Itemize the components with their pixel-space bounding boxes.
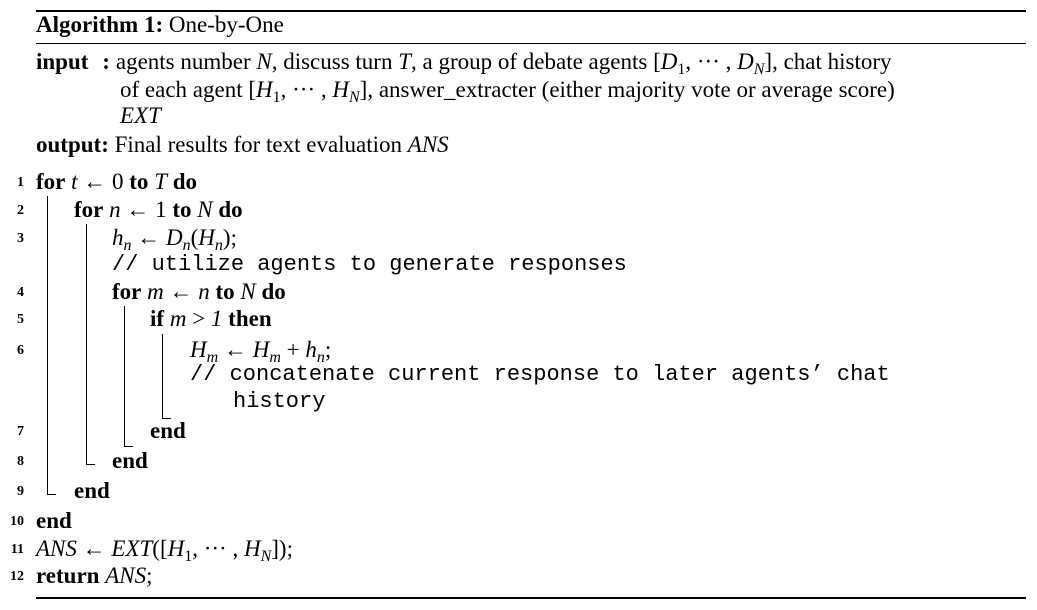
- comment-concatenate-cont: history: [233, 389, 326, 414]
- line-number: 9: [17, 484, 24, 499]
- agents-list: [D1, ··· , DN]: [653, 49, 773, 78]
- code-line-2: for n ← 1 to N do: [74, 197, 243, 222]
- code-line-7: end: [150, 418, 186, 443]
- code-line-8: end: [112, 448, 148, 473]
- caption-rule: [36, 43, 1026, 44]
- input-keyword: input: [36, 49, 89, 74]
- input-separator: :: [102, 49, 110, 74]
- code-line-10: end: [36, 508, 72, 533]
- code-line-9: end: [74, 478, 110, 503]
- input-line-3: EXT: [120, 103, 161, 128]
- line-number: 5: [17, 312, 24, 327]
- code-line-3: hn ← Dn(Hn);: [112, 225, 237, 254]
- code-line-4: for m ← n to N do: [112, 279, 286, 304]
- bottom-rule: [36, 597, 1026, 599]
- code-line-11: ANS ← EXT([H1, ··· , HN]);: [36, 536, 293, 565]
- comment-utilize: // utilize agents to generate responses: [112, 252, 627, 277]
- line-number: 11: [10, 542, 24, 557]
- comment-concatenate: // concatenate current response to later…: [190, 362, 890, 387]
- code-line-5: if m > 1 then: [150, 306, 272, 331]
- code-line-6: Hm ← Hm + hn;: [190, 337, 332, 366]
- algorithm-label: Algorithm 1:: [36, 12, 164, 37]
- input-line-2: of each agent [H1, ··· , HN], answer_ext…: [120, 77, 895, 106]
- line-number: 10: [10, 514, 24, 529]
- output-keyword: output:: [36, 132, 109, 157]
- output-line: output: Final results for text evaluatio…: [36, 132, 449, 157]
- block-bar-level-4: [162, 334, 163, 418]
- line-number: 7: [17, 424, 24, 439]
- history-list: [H1, ··· , HN]: [248, 77, 368, 106]
- line-number: 1: [17, 175, 24, 190]
- line-number: 8: [17, 454, 24, 469]
- input-line-1: input : agents number N, discuss turn T, …: [36, 49, 892, 78]
- block-bar-level-3: [124, 306, 125, 446]
- algorithm-name: One-by-One: [168, 12, 284, 37]
- line-number: 4: [17, 285, 24, 300]
- line-number: 12: [10, 569, 24, 584]
- top-rule: [36, 10, 1026, 12]
- code-line-1: for t ← 0 to T do: [36, 169, 198, 194]
- algorithm-caption: Algorithm 1: One-by-One: [36, 11, 284, 39]
- block-bar-level-2: [86, 224, 87, 464]
- line-number: 3: [17, 231, 24, 246]
- block-bar-level-1: [47, 196, 48, 494]
- code-line-12: return ANS;: [36, 563, 153, 588]
- line-number: 2: [17, 203, 24, 218]
- line-number: 6: [17, 343, 24, 358]
